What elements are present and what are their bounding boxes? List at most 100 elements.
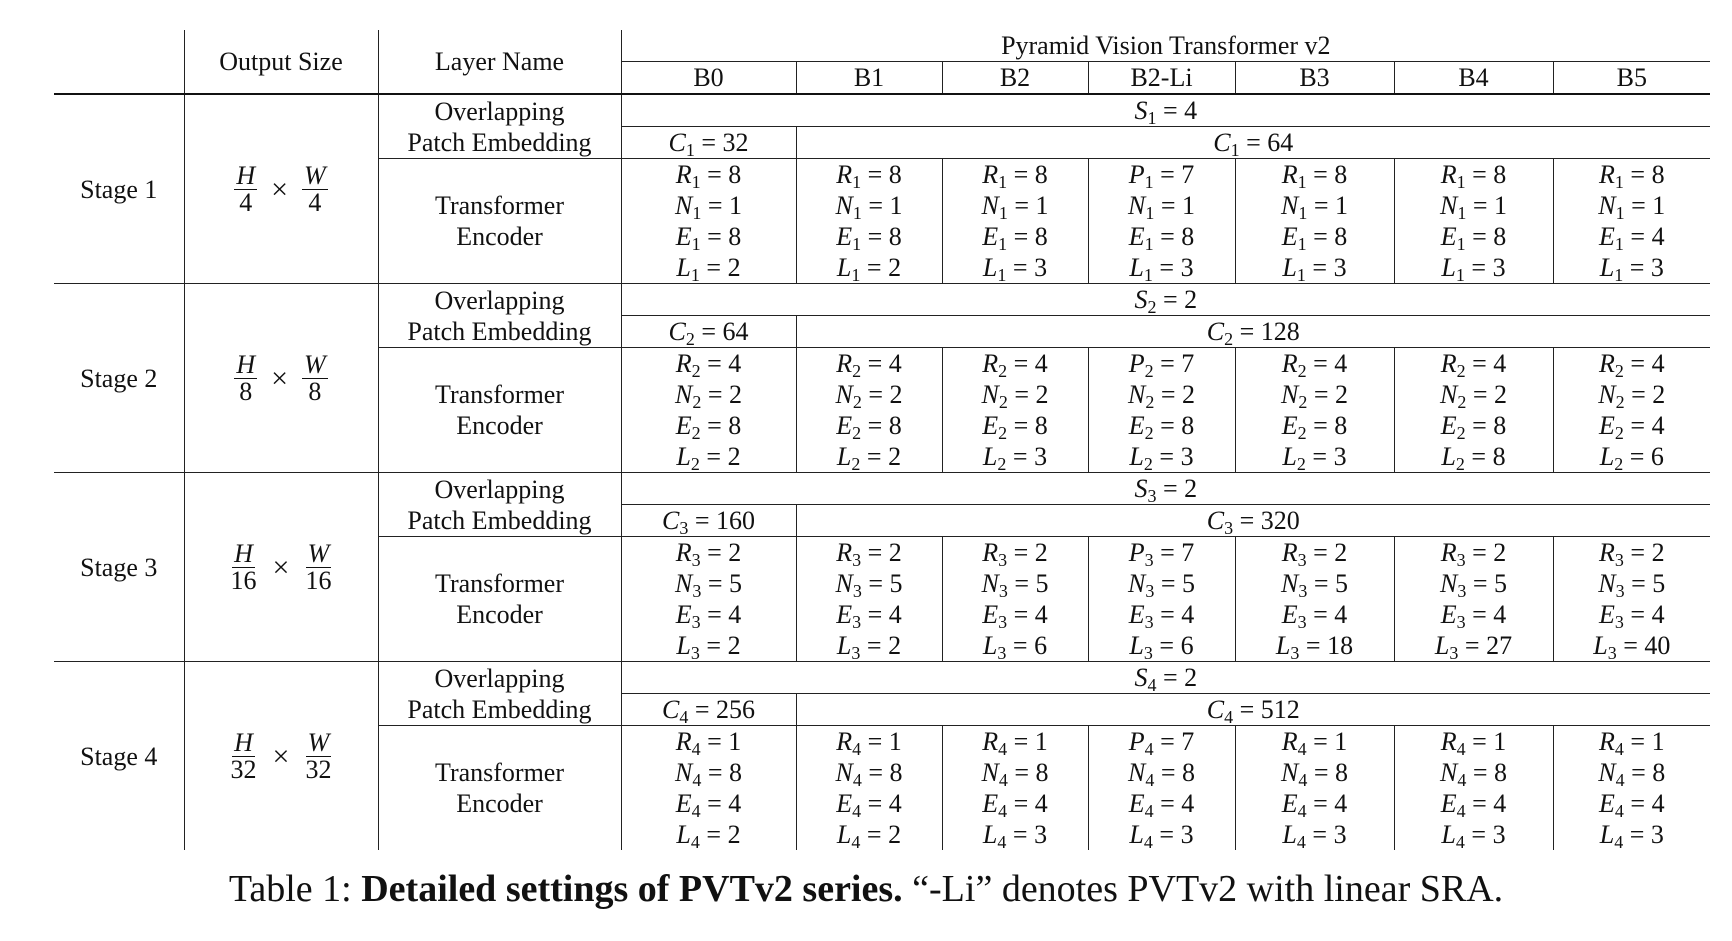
times-sign: × xyxy=(271,361,289,395)
symbol: C xyxy=(1206,695,1225,724)
subscript: 4 xyxy=(1144,739,1154,759)
patch-embedding-label: Overlapping Patch Embedding xyxy=(378,472,622,537)
encoder-param-cell: R2 = 4 xyxy=(1234,347,1394,380)
subscript: 4 xyxy=(1143,832,1153,852)
encoder-param-equation: E2 = 8 xyxy=(1281,411,1348,443)
subscript: 1 xyxy=(1147,108,1157,128)
symbol: L xyxy=(1593,631,1608,660)
height-fraction: H 16 xyxy=(229,540,259,594)
value: 4 xyxy=(1034,349,1048,378)
value: 32 xyxy=(722,128,749,157)
value: 2 xyxy=(888,538,902,567)
encoder-param-equation: R1 = 8 xyxy=(1440,160,1507,192)
fraction-numerator: H xyxy=(232,727,255,757)
encoder-param-equation: N2 = 2 xyxy=(1280,380,1348,412)
model-header-b1: B1 xyxy=(795,61,942,95)
encoder-param-cell: N2 = 2 xyxy=(795,379,942,411)
encoder-param-cell: R2 = 4 xyxy=(1552,347,1711,381)
channels-rest-cell: C4 = 512 xyxy=(795,693,1711,726)
encoder-param-cell: L4 = 2 xyxy=(621,819,796,851)
encoder-param-cell: R4 = 1 xyxy=(1552,725,1711,759)
symbol: N xyxy=(1598,569,1616,598)
subscript: 3 xyxy=(691,612,701,632)
encoder-param-equation: L4 = 2 xyxy=(836,820,902,852)
value: 3 xyxy=(1034,820,1048,849)
encoder-param-equation: R3 = 2 xyxy=(675,538,742,570)
subscript: 4 xyxy=(1455,832,1465,852)
fraction-denominator: 8 xyxy=(239,376,253,406)
value: 8 xyxy=(1034,222,1048,251)
stage-1-encoder-row: Transformer Encoder R1 = 8 R1 = 8 R1 = 8 P1 =… xyxy=(54,158,1711,284)
symbol: E xyxy=(675,411,692,440)
encoder-param-equation: E2 = 8 xyxy=(982,411,1048,443)
subscript: 1 xyxy=(1614,172,1624,192)
caption-bold-title: Detailed settings of PVTv2 series. xyxy=(361,868,903,910)
symbol: L xyxy=(676,442,691,471)
encoder-param-cell: P1 = 7 xyxy=(1087,158,1235,192)
stage-4-stride-row: Stage 4 H 32 × W 32 Overlapping Patch Embedding… xyxy=(54,661,1711,850)
symbol: R xyxy=(1599,349,1615,378)
channels-rest-cell: C3 = 320 xyxy=(795,504,1711,537)
transformer-encoder-label: Transformer Encoder xyxy=(378,536,622,662)
encoder-param-equation: R1 = 8 xyxy=(675,160,742,192)
subscript: 1 xyxy=(852,172,862,192)
subscript: 4 xyxy=(1615,770,1625,790)
subscript: 1 xyxy=(690,265,700,285)
subscript: 2 xyxy=(998,392,1008,412)
value: 1 xyxy=(1034,727,1048,756)
caption-prefix: Table 1: xyxy=(228,868,362,910)
value: 8 xyxy=(1334,160,1348,189)
subscript: 4 xyxy=(852,739,862,759)
symbol: E xyxy=(1599,789,1615,818)
stride-equation: S1 = 4 xyxy=(1134,96,1198,128)
encoder-label-line1: Transformer xyxy=(434,191,565,220)
pvtv2-settings-table-container: Output Size Layer Name Pyramid Vision Tr… xyxy=(54,30,1711,852)
symbol: N xyxy=(981,380,999,409)
encoder-param-cell: L4 = 3 xyxy=(1552,819,1711,851)
header-row-top: Output Size Layer Name Pyramid Vision Tr… xyxy=(54,30,1711,95)
encoder-label-line2: Encoder xyxy=(456,789,543,818)
encoder-param-cell: R4 = 1 xyxy=(941,725,1088,758)
subscript: 4 xyxy=(852,801,862,821)
encoder-param-equation: N1 = 1 xyxy=(981,191,1049,223)
encoder-param-equation: R4 = 1 xyxy=(1281,727,1348,759)
subscript: 2 xyxy=(1224,329,1234,349)
subscript: 4 xyxy=(1614,801,1624,821)
value: 2 xyxy=(1034,538,1048,567)
encoder-param-equation: L4 = 3 xyxy=(1282,820,1347,852)
value: 1 xyxy=(1335,191,1348,220)
subscript: 3 xyxy=(997,643,1007,663)
symbol: N xyxy=(1280,758,1299,787)
value: 4 xyxy=(888,349,902,378)
value: 4 xyxy=(888,789,902,818)
stage-3-channel-row: C3 = 160 C3 = 320 xyxy=(54,504,1711,537)
subscript: 2 xyxy=(1296,454,1306,474)
value: 4 xyxy=(728,789,742,818)
value: 18 xyxy=(1327,631,1354,660)
encoder-param-equation: R2 = 4 xyxy=(1599,349,1665,381)
value: 8 xyxy=(1034,411,1048,440)
subscript: 1 xyxy=(1144,172,1154,192)
model-header-b4: B4 xyxy=(1393,61,1553,95)
symbol: L xyxy=(1282,820,1297,849)
subscript: 1 xyxy=(998,203,1008,223)
encoder-param-equation: R4 = 1 xyxy=(1599,727,1665,759)
encoder-param-equation: N3 = 5 xyxy=(1598,569,1666,601)
value: 4 xyxy=(1651,789,1665,818)
encoder-label-line1: Transformer xyxy=(434,380,565,409)
stride-equation: S2 = 2 xyxy=(1134,285,1198,317)
value: 8 xyxy=(1492,442,1506,471)
value: 2 xyxy=(888,442,902,471)
patch-label-line2: Patch Embedding xyxy=(407,694,592,724)
subscript: 2 xyxy=(1614,361,1624,381)
value: 4 xyxy=(1334,600,1348,629)
encoder-param-cell: R3 = 2 xyxy=(1234,536,1394,569)
subscript: 1 xyxy=(1455,265,1465,285)
encoder-param-cell: P3 = 7 xyxy=(1087,536,1235,569)
symbol: L xyxy=(1129,631,1144,660)
encoder-param-equation: E3 = 4 xyxy=(1440,600,1507,632)
value: 2 xyxy=(1335,380,1348,409)
width-fraction: W 32 xyxy=(303,729,333,783)
encoder-param-equation: R4 = 1 xyxy=(675,727,742,759)
